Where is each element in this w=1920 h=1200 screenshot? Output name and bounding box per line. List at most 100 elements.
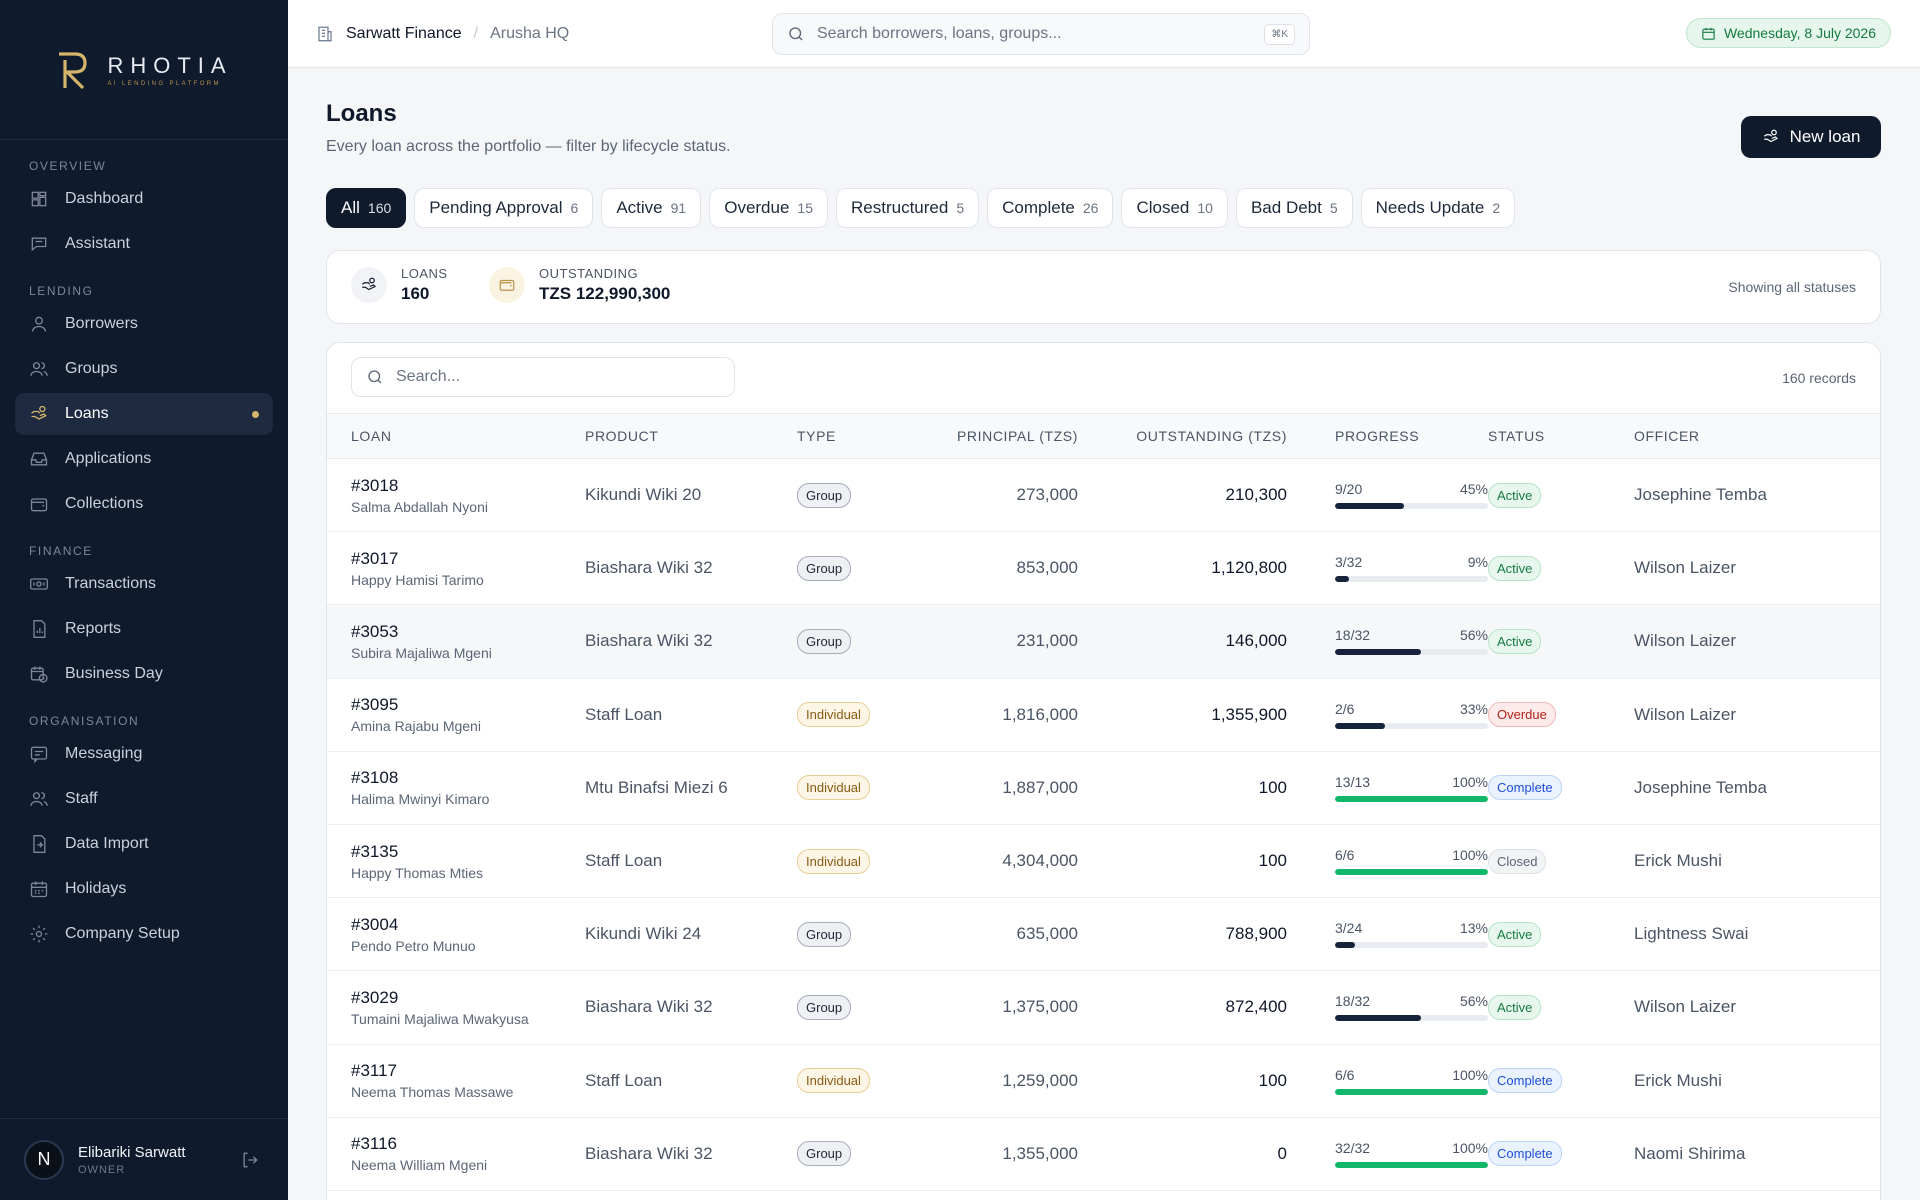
- table-row[interactable]: #3117 Neema Thomas Massawe Staff Loan Indiv…: [327, 1044, 1880, 1118]
- table-row[interactable]: #3029 Tumaini Majaliwa Mwakyusa Biashara W…: [327, 971, 1880, 1044]
- product-cell: Biashara Wiki 32: [585, 997, 713, 1017]
- loan-cell: #3135 Happy Thomas Mties: [327, 824, 585, 897]
- loan-id[interactable]: #3018: [351, 475, 399, 495]
- sidebar-item-loans[interactable]: Loans: [15, 393, 273, 435]
- loan-id[interactable]: #3029: [351, 987, 399, 1007]
- table-row[interactable]: #3095 Amina Rajabu Mgeni Staff Loan Individ…: [327, 678, 1880, 752]
- nav-section-finance: FINANCE: [29, 544, 93, 558]
- status-cell: Closed: [1488, 824, 1634, 897]
- loan-id[interactable]: #3053: [351, 621, 399, 641]
- tab-active[interactable]: Active 91: [601, 188, 702, 228]
- table-row[interactable]: #3017 Happy Hamisi Tarimo Biashara Wiki 32…: [327, 532, 1880, 605]
- user-profile[interactable]: N Elibariki Sarwatt OWNER: [0, 1118, 288, 1200]
- brand[interactable]: RHOTIA AI LENDING PLATFORM: [0, 0, 288, 140]
- column-header-officer[interactable]: OFFICER: [1634, 413, 1880, 459]
- loan-id[interactable]: #3135: [351, 841, 399, 861]
- column-header-product[interactable]: PRODUCT: [585, 413, 797, 459]
- sidebar-item-data-import[interactable]: Data Import: [15, 823, 273, 865]
- loan-id[interactable]: #3117: [351, 1061, 398, 1081]
- product-cell: Staff Loan: [585, 1070, 663, 1090]
- sidebar-item-business-day[interactable]: Business Day: [15, 653, 273, 695]
- progress-percent: 100%: [1452, 773, 1488, 790]
- sidebar-item-groups[interactable]: Groups: [15, 348, 273, 390]
- table-row[interactable]: #3135 Happy Thomas Mties Staff Loan Individ…: [327, 824, 1880, 898]
- status-cell: Active: [1488, 898, 1634, 971]
- sidebar-item-holidays[interactable]: Holidays: [15, 868, 273, 910]
- type-badge: Individual: [797, 1068, 870, 1094]
- business-date-badge[interactable]: Wednesday, 8 July 2026: [1685, 18, 1891, 48]
- table-row[interactable]: #3053 Subira Majaliwa Mgeni Biashara Wiki …: [327, 604, 1880, 679]
- tab-label: Restructured: [851, 198, 949, 217]
- table-search-input[interactable]: [396, 368, 720, 386]
- sidebar-item-reports[interactable]: Reports: [15, 608, 273, 650]
- type-cell: Group: [797, 971, 915, 1044]
- borrower-name: Subira Majaliwa Mgeni: [351, 644, 492, 661]
- progress-percent: 100%: [1452, 1139, 1488, 1156]
- status-cell: Complete: [1488, 751, 1634, 824]
- sidebar-item-transactions[interactable]: Transactions: [15, 563, 273, 605]
- tab-restructured[interactable]: Restructured 5: [836, 188, 980, 228]
- progress-bar-fill: [1335, 869, 1488, 876]
- tab-closed[interactable]: Closed 10: [1121, 188, 1228, 228]
- loan-cell: #3029 Tumaini Majaliwa Mwakyusa: [327, 971, 585, 1044]
- table-row[interactable]: #3116 Neema William Mgeni Biashara Wiki 32…: [327, 1117, 1880, 1191]
- column-header-type[interactable]: TYPE: [797, 413, 915, 459]
- loan-id[interactable]: #3095: [351, 695, 399, 715]
- breadcrumb-branch[interactable]: Arusha HQ: [490, 25, 570, 42]
- installments-paid: 6/6: [1335, 847, 1355, 864]
- global-search[interactable]: ⌘K: [772, 13, 1310, 55]
- outstanding-cell: 100: [1258, 777, 1287, 797]
- table-row[interactable]: #3108 Halima Mwinyi Kimaro Mtu Binafsi Mie…: [327, 751, 1880, 825]
- borrower-name: Amina Rajabu Mgeni: [351, 718, 481, 735]
- status-badge: Active: [1488, 482, 1542, 508]
- sidebar-item-assistant[interactable]: Assistant: [15, 223, 273, 265]
- status-badge: Complete: [1488, 1141, 1562, 1167]
- tab-bad-debt[interactable]: Bad Debt 5: [1235, 188, 1353, 228]
- global-search-input[interactable]: [817, 25, 1253, 43]
- sidebar-item-label: Applications: [65, 450, 152, 467]
- tab-pending-approval[interactable]: Pending Approval 6: [414, 188, 594, 228]
- tab-overdue[interactable]: Overdue 15: [709, 188, 828, 228]
- product-cell: Biashara Wiki 32: [585, 558, 713, 578]
- status-cell: Active: [1488, 971, 1634, 1044]
- sidebar-item-staff[interactable]: Staff: [15, 778, 273, 820]
- sidebar-item-borrowers[interactable]: Borrowers: [15, 303, 273, 345]
- tab-all[interactable]: All 160: [326, 188, 407, 228]
- users-icon: [30, 362, 48, 376]
- outstanding-cell: 100: [1258, 851, 1287, 871]
- status-cell: Overdue: [1488, 678, 1634, 751]
- column-header-principal[interactable]: PRINCIPAL (TZS): [915, 413, 1078, 459]
- progress-bar-fill: [1335, 649, 1421, 656]
- tab-label: Active: [616, 198, 663, 217]
- column-header-loan[interactable]: LOAN: [327, 413, 585, 459]
- loan-id[interactable]: #3017: [351, 548, 399, 568]
- loan-id[interactable]: #3116: [351, 1134, 398, 1154]
- new-loan-button[interactable]: New loan: [1741, 116, 1881, 158]
- status-cell: Active: [1488, 605, 1634, 678]
- sidebar-item-applications[interactable]: Applications: [15, 438, 273, 480]
- loan-id[interactable]: #3004: [351, 914, 399, 934]
- installments-paid: 6/6: [1335, 1066, 1355, 1083]
- breadcrumb-org[interactable]: Sarwatt Finance: [346, 25, 462, 42]
- table-row[interactable]: #3004 Pendo Petro Munuo Kikundi Wiki 24 Gro…: [327, 898, 1880, 971]
- tab-complete[interactable]: Complete 26: [987, 188, 1114, 228]
- sidebar-item-label: Collections: [65, 495, 144, 512]
- sidebar-item-messaging[interactable]: Messaging: [15, 733, 273, 775]
- column-header-status[interactable]: STATUS: [1488, 413, 1634, 459]
- loan-id[interactable]: #3108: [351, 768, 399, 788]
- status-badge: Closed: [1488, 848, 1547, 874]
- principal-cell: 4,304,000: [1002, 851, 1078, 871]
- logout-icon[interactable]: [240, 1150, 260, 1170]
- sidebar-item-label: Data Import: [65, 835, 149, 852]
- table-row[interactable]: #3018 Salma Abdallah Nyoni Kikundi Wiki 20…: [327, 459, 1880, 532]
- table-search[interactable]: [351, 357, 735, 397]
- sidebar-item-dashboard[interactable]: Dashboard: [15, 178, 273, 220]
- tab-needs-update[interactable]: Needs Update 2: [1360, 188, 1516, 228]
- sidebar-item-company-setup[interactable]: Company Setup: [15, 913, 273, 955]
- avatar[interactable]: N: [24, 1139, 64, 1180]
- status-cell: Active: [1488, 532, 1634, 605]
- column-header-outstanding[interactable]: OUTSTANDING (TZS): [1078, 413, 1287, 459]
- sidebar-item-collections[interactable]: Collections: [15, 483, 273, 525]
- column-header-progress[interactable]: PROGRESS: [1287, 413, 1488, 459]
- user-icon: [31, 316, 47, 332]
